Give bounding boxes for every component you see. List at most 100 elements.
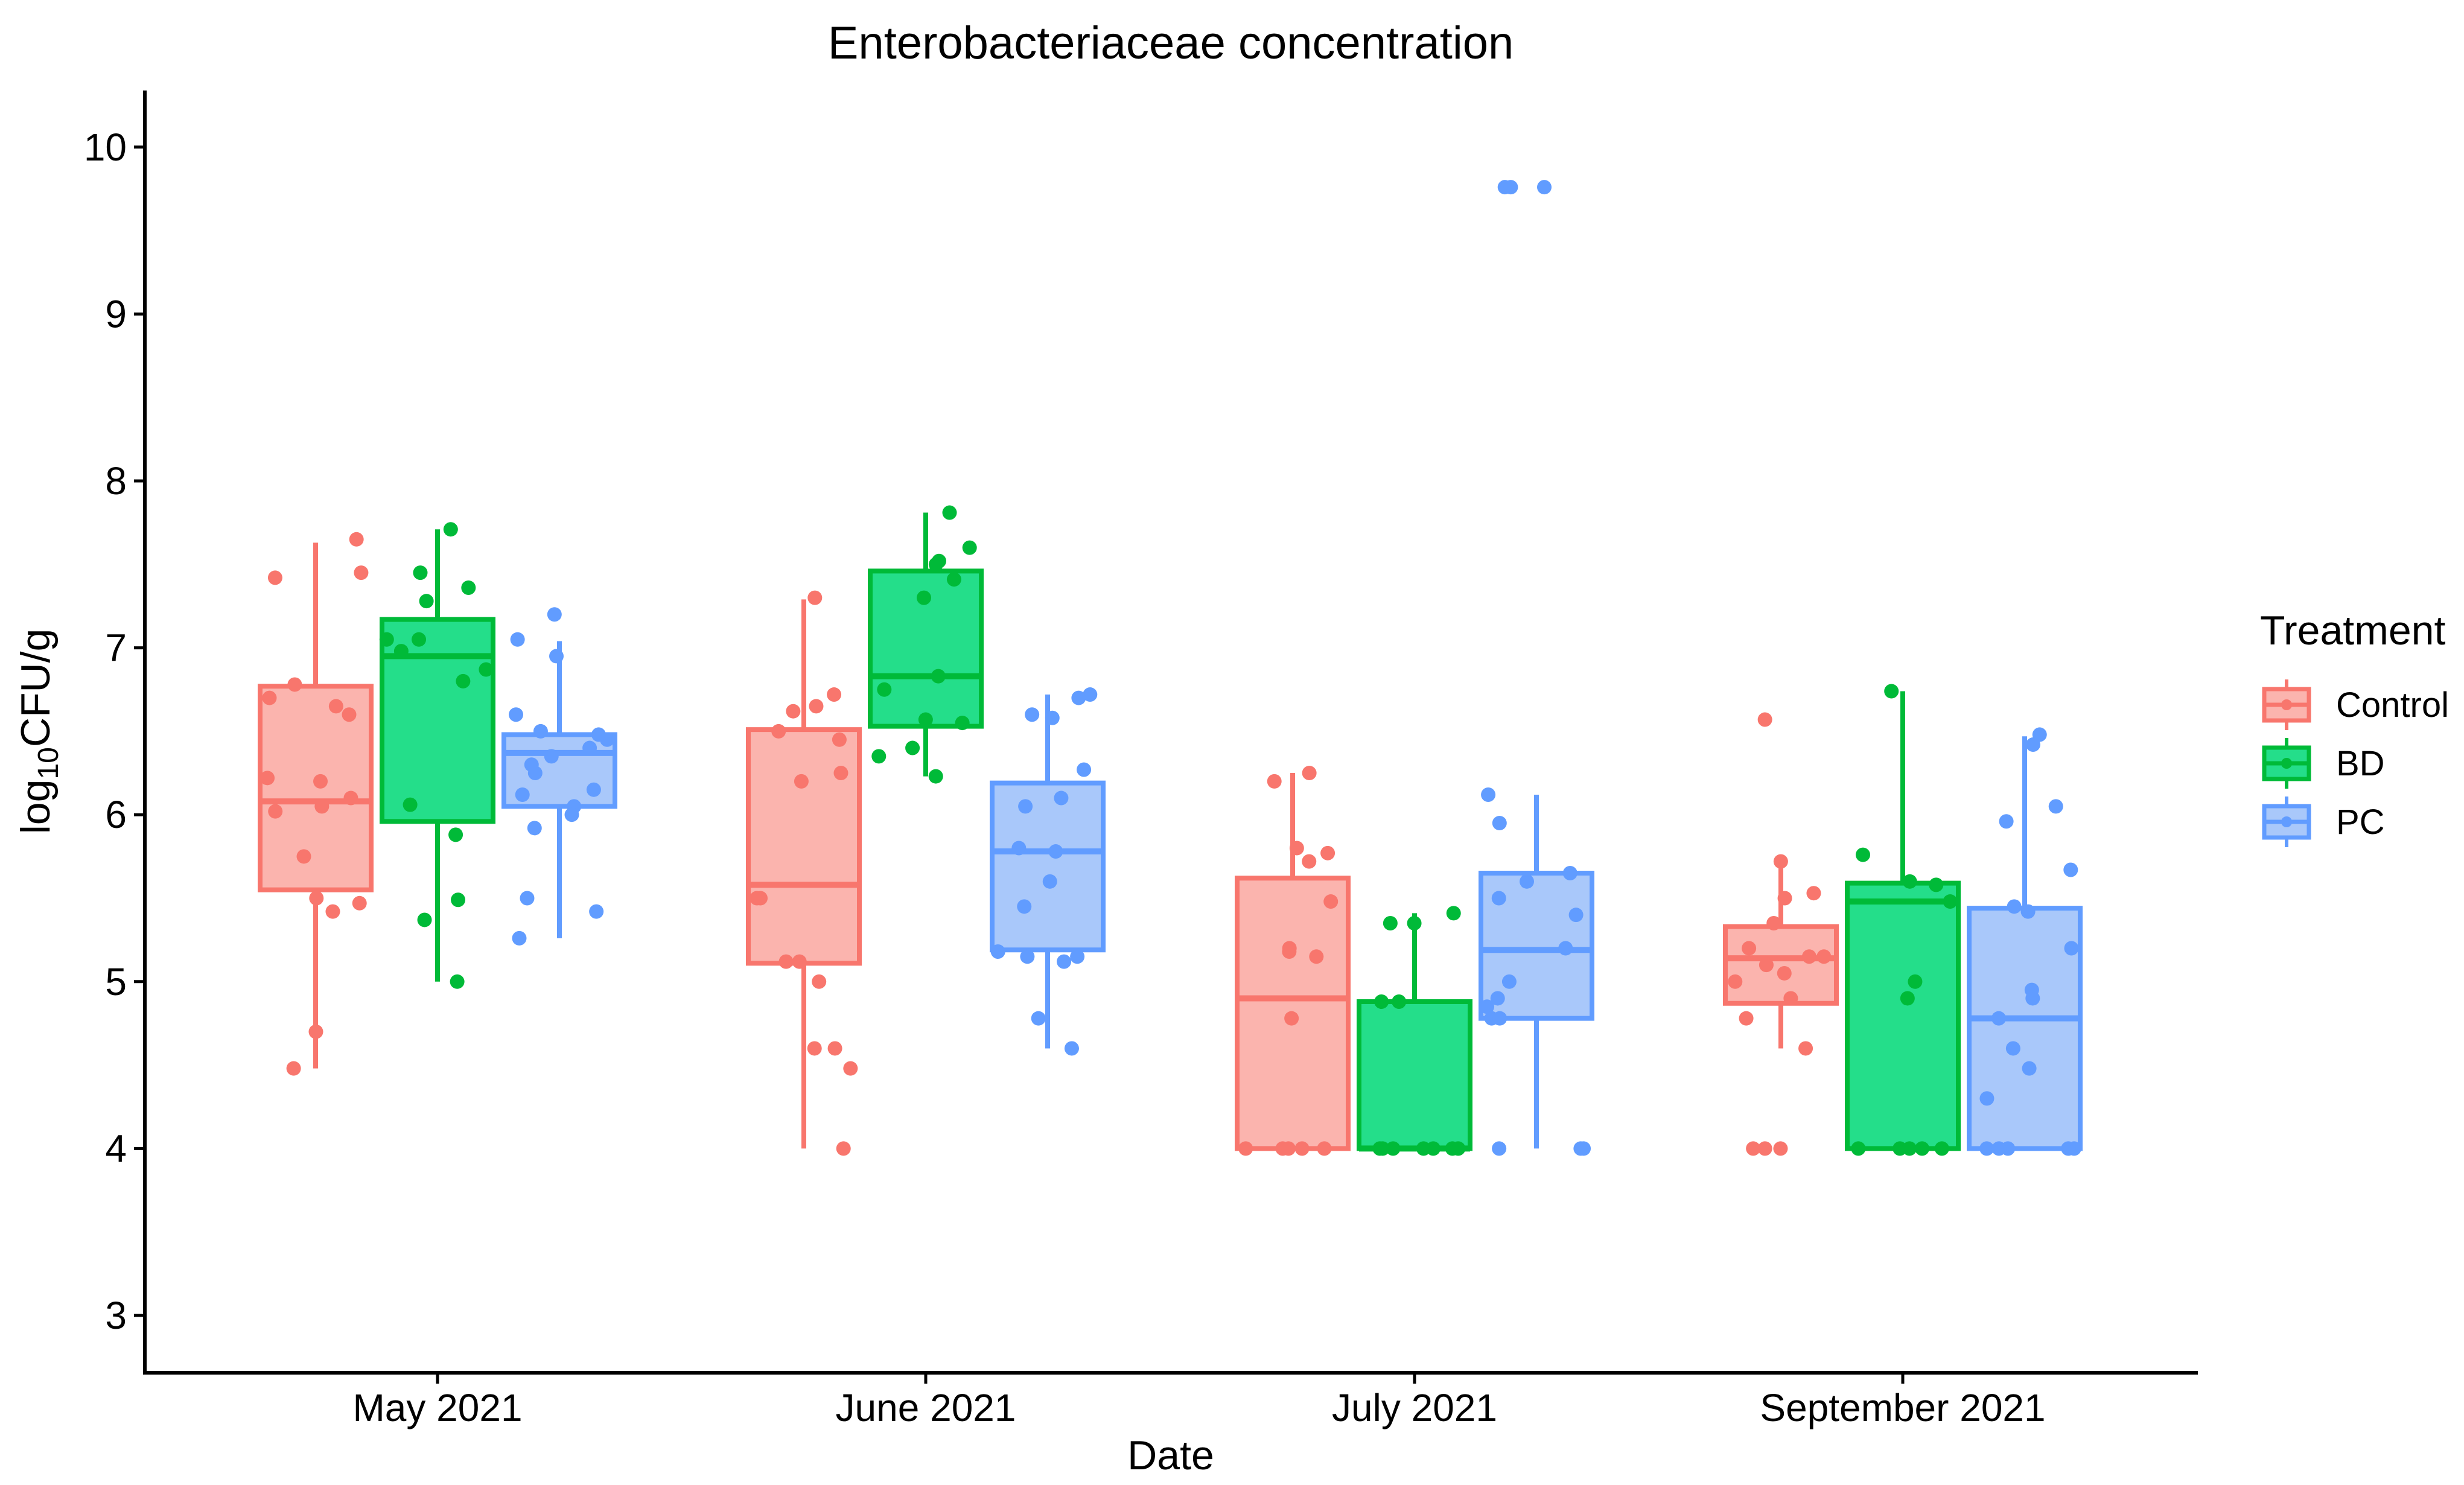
data-point-control-september-2021-16: [1757, 1141, 1772, 1156]
data-point-pc-may-2021-0: [547, 607, 562, 622]
data-point-pc-june-2021-12: [1070, 949, 1085, 964]
data-point-bd-may-2021-13: [450, 974, 465, 989]
box-bd-september-2021: [1845, 880, 1961, 1151]
data-point-pc-may-2021-15: [527, 821, 542, 836]
box-pc-september-2021: [1967, 906, 2083, 1151]
data-point-control-september-2021-4: [1766, 915, 1781, 930]
data-point-control-may-2021-17: [286, 1061, 301, 1076]
data-point-bd-may-2021-0: [443, 522, 458, 537]
data-point-control-june-2021-2: [809, 699, 824, 714]
chart-title: Enterobacteriaceae concentration: [828, 17, 1514, 69]
box-control-june-2021: [746, 727, 862, 966]
data-point-control-may-2021-11: [268, 804, 283, 819]
data-point-control-june-2021-10: [778, 954, 794, 969]
y-tick-label-6: 6: [105, 793, 127, 836]
data-point-pc-may-2021-14: [564, 807, 579, 822]
data-point-control-may-2021-13: [309, 891, 324, 906]
data-point-bd-june-2021-3: [928, 557, 943, 572]
data-point-control-june-2021-13: [827, 1041, 842, 1056]
data-point-control-september-2021-0: [1757, 712, 1772, 727]
box-group-pc-july-2021: [1479, 180, 1594, 1156]
box-control-september-2021: [1723, 924, 1839, 1006]
data-point-bd-july-2021-4: [1374, 994, 1389, 1009]
data-point-control-may-2021-1: [267, 570, 282, 585]
box-group-pc-june-2021: [990, 687, 1106, 1056]
box-group-pc-september-2021: [1967, 727, 2083, 1156]
y-axis-title: log10CFU/g: [13, 629, 65, 835]
data-point-pc-june-2021-2: [1025, 707, 1040, 722]
data-point-pc-june-2021-3: [1045, 710, 1060, 725]
data-point-bd-may-2021-6: [393, 644, 409, 659]
data-point-bd-july-2021-10: [1425, 1141, 1441, 1156]
data-point-pc-september-2021-13: [1979, 1091, 1994, 1106]
data-point-control-september-2021-14: [1773, 1141, 1788, 1156]
legend: Treatment Control BD PC: [2260, 608, 2449, 847]
data-point-control-june-2021-9: [750, 891, 765, 906]
data-point-pc-september-2021-16: [2061, 1141, 2076, 1156]
data-point-bd-september-2021-5: [1908, 974, 1923, 989]
data-point-pc-june-2021-16: [1064, 1041, 1079, 1056]
data-point-bd-september-2021-2: [1902, 874, 1917, 889]
data-point-control-september-2021-6: [1816, 949, 1832, 964]
legend-items: Control BD PC: [2262, 679, 2449, 847]
data-point-bd-may-2021-2: [461, 580, 476, 596]
data-point-bd-june-2021-9: [955, 716, 970, 731]
data-point-bd-september-2021-11: [1934, 1141, 1949, 1156]
data-point-pc-may-2021-17: [589, 904, 604, 919]
data-point-pc-may-2021-16: [520, 891, 535, 906]
box-bd-july-2021: [1357, 999, 1472, 1151]
data-point-pc-september-2021-6: [2020, 904, 2036, 919]
data-point-pc-may-2021-11: [586, 782, 601, 797]
data-point-control-may-2021-15: [325, 904, 340, 919]
x-tick-label-july-2021: July 2021: [1332, 1386, 1497, 1429]
data-point-bd-september-2021-10: [1851, 1141, 1866, 1156]
data-point-pc-july-2021-11: [1490, 991, 1505, 1006]
data-point-pc-may-2021-3: [509, 707, 524, 722]
data-point-bd-september-2021-0: [1884, 684, 1899, 699]
box-group-bd-september-2021: [1845, 684, 1961, 1156]
data-point-pc-september-2021-4: [2063, 862, 2078, 877]
data-point-pc-july-2021-17: [1492, 1141, 1507, 1156]
data-point-control-july-2021-11: [1281, 1141, 1296, 1156]
legend-item-bd: BD: [2262, 738, 2385, 789]
data-point-control-september-2021-3: [1777, 891, 1792, 906]
x-tick-label-may-2021: May 2021: [352, 1386, 522, 1429]
legend-label-control: Control: [2336, 685, 2449, 725]
box-pc-june-2021: [990, 780, 1106, 953]
data-point-pc-june-2021-15: [1031, 1011, 1046, 1026]
data-point-control-june-2021-7: [794, 774, 809, 789]
y-tick-label-10: 10: [84, 126, 127, 169]
plot-area: [258, 180, 2083, 1156]
y-tick-label-4: 4: [105, 1127, 127, 1170]
data-point-control-may-2021-2: [354, 565, 369, 580]
data-point-pc-september-2021-12: [2022, 1061, 2037, 1076]
data-point-control-july-2021-9: [1284, 1011, 1299, 1026]
box-group-control-may-2021: [258, 532, 374, 1076]
data-point-pc-june-2021-8: [1048, 844, 1063, 859]
data-point-control-june-2021-6: [833, 766, 848, 781]
data-point-pc-july-2021-12: [1480, 999, 1495, 1014]
y-tick-label-7: 7: [105, 626, 127, 670]
data-point-pc-june-2021-1: [1071, 690, 1086, 705]
data-point-pc-june-2021-7: [1011, 841, 1027, 856]
data-point-control-july-2021-8: [1309, 949, 1324, 964]
data-point-control-september-2021-15: [1746, 1141, 1761, 1156]
data-point-bd-may-2021-1: [413, 565, 428, 580]
data-point-control-may-2021-14: [352, 895, 367, 911]
data-point-control-september-2021-5: [1742, 941, 1757, 956]
data-point-control-september-2021-7: [1801, 949, 1816, 964]
data-point-bd-may-2021-3: [419, 594, 434, 609]
data-point-control-june-2021-5: [832, 732, 847, 747]
data-point-pc-september-2021-11: [2005, 1041, 2020, 1056]
y-tick-label-9: 9: [105, 292, 127, 335]
data-point-control-june-2021-4: [771, 723, 786, 739]
data-point-control-may-2021-3: [287, 677, 302, 692]
data-point-bd-may-2021-11: [451, 892, 466, 908]
box-group-bd-may-2021: [379, 522, 495, 989]
data-point-bd-july-2021-11: [1445, 1141, 1460, 1156]
data-point-pc-june-2021-6: [1018, 799, 1033, 814]
x-tick-label-june-2021: June 2021: [836, 1386, 1016, 1429]
data-point-control-june-2021-12: [812, 974, 827, 989]
data-point-pc-july-2021-14: [1492, 1011, 1507, 1026]
data-point-pc-may-2021-7: [582, 740, 597, 755]
